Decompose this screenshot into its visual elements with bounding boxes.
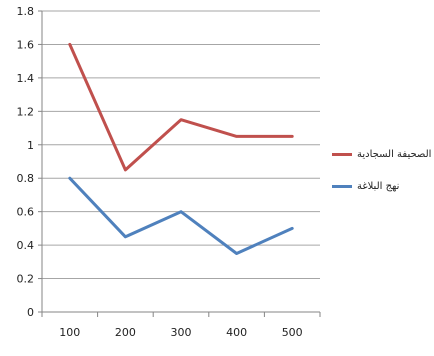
series-lines xyxy=(68,42,294,255)
grid-lines xyxy=(42,10,320,280)
y-tick-label: 1 xyxy=(27,139,34,152)
y-tick-label: 0.4 xyxy=(17,239,35,252)
legend: الصحيفة السجادية نهج البلاغة xyxy=(332,146,432,210)
y-tick-label: 1.6 xyxy=(17,38,35,51)
y-tick-label: 0.8 xyxy=(17,172,35,185)
axes xyxy=(41,11,320,313)
y-tick-label: 1.8 xyxy=(17,5,35,18)
y-tick-label: 0.2 xyxy=(17,273,35,286)
x-tick-label: 100 xyxy=(59,326,80,339)
legend-label-series-2: نهج البلاغة xyxy=(357,180,400,192)
x-axis-ticks: 100 200 300 400 500 xyxy=(41,312,321,339)
x-tick-label: 400 xyxy=(226,326,247,339)
series-line-2 xyxy=(68,176,294,255)
legend-item-series-1: الصحيفة السجادية xyxy=(332,146,432,162)
legend-swatch-series-2 xyxy=(332,184,352,188)
y-tick-label: 0 xyxy=(27,306,34,319)
series-line-1 xyxy=(68,42,294,172)
x-tick-label: 500 xyxy=(282,326,303,339)
y-tick-label: 1.4 xyxy=(17,72,35,85)
y-tick-label: 0.6 xyxy=(17,206,35,219)
x-tick-label: 200 xyxy=(115,326,136,339)
y-tick-label: 1.2 xyxy=(17,105,35,118)
legend-swatch-series-1 xyxy=(332,152,352,156)
x-tick-label: 300 xyxy=(171,326,192,339)
legend-item-series-2: نهج البلاغة xyxy=(332,178,432,194)
legend-label-series-1: الصحيفة السجادية xyxy=(357,148,432,160)
y-axis-ticks: 0 0.2 0.4 0.6 0.8 1 1.2 1.4 1.6 1.8 xyxy=(17,5,42,319)
